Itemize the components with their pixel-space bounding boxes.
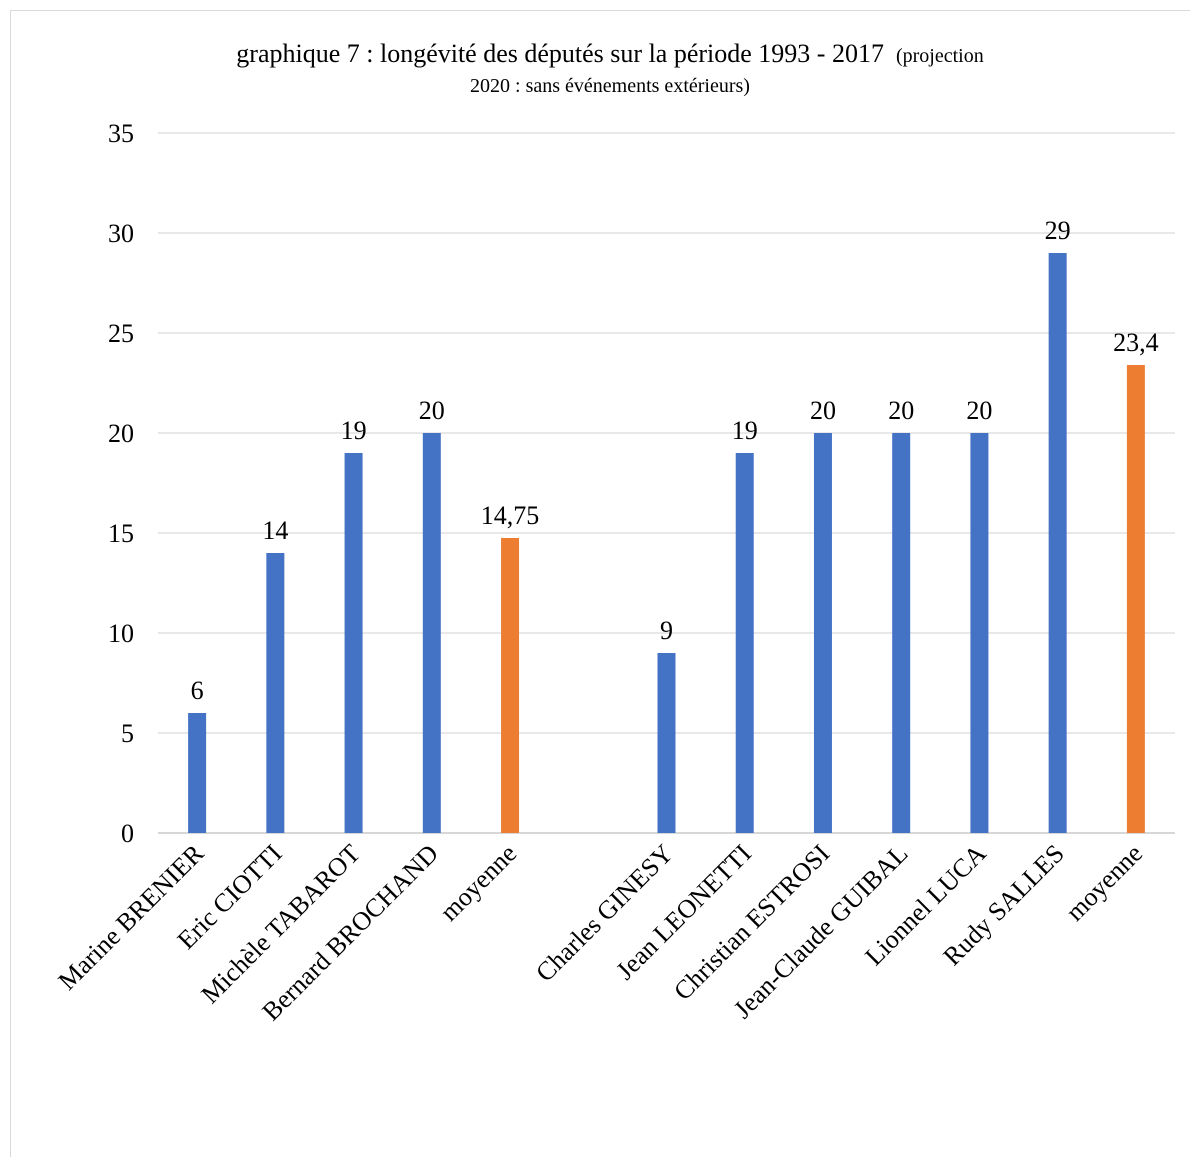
y-tick-label: 30 xyxy=(108,219,134,248)
y-tick-label: 5 xyxy=(121,719,134,748)
bar xyxy=(892,433,910,833)
bar xyxy=(266,553,284,833)
y-tick-label: 25 xyxy=(108,319,134,348)
data-label: 19 xyxy=(341,416,367,445)
chart-subtitle: 2020 : sans événements extérieurs) xyxy=(470,75,750,97)
x-tick-label: Marine BRENIER xyxy=(53,838,210,995)
data-labels: 6 14 19 20 14,75 9 19 20 20 20 29 23,4 xyxy=(191,216,1159,705)
data-label: 23,4 xyxy=(1113,328,1159,357)
bar xyxy=(970,433,988,833)
data-label: 14 xyxy=(262,516,288,545)
data-label: 14,75 xyxy=(481,501,540,530)
bar xyxy=(188,713,206,833)
x-tick-label: moyenne xyxy=(434,839,522,927)
data-label: 20 xyxy=(966,396,992,425)
data-label: 9 xyxy=(660,616,673,645)
bar xyxy=(1127,365,1145,833)
bar xyxy=(501,538,519,833)
bar xyxy=(814,433,832,833)
bar xyxy=(1049,253,1067,833)
chart-title: graphique 7 : longévité des députés sur … xyxy=(236,39,983,68)
x-tick-label: moyenne xyxy=(1060,839,1148,927)
bar xyxy=(736,453,754,833)
y-tick-label: 20 xyxy=(108,419,134,448)
chart-title-paren: (projection xyxy=(896,45,984,67)
y-axis-ticks: 0 5 10 15 20 25 30 35 xyxy=(108,119,134,848)
bar xyxy=(658,653,676,833)
bar xyxy=(423,433,441,833)
data-label: 6 xyxy=(191,676,204,705)
x-tick-label: Jean LEONETTI xyxy=(610,839,757,986)
data-label: 20 xyxy=(888,396,914,425)
y-tick-label: 35 xyxy=(108,119,134,148)
chart-title-main: graphique 7 : longévité des députés sur … xyxy=(236,39,884,68)
bars xyxy=(188,253,1145,833)
y-tick-label: 0 xyxy=(121,819,134,848)
data-label: 20 xyxy=(810,396,836,425)
y-tick-label: 15 xyxy=(108,519,134,548)
y-tick-label: 10 xyxy=(108,619,134,648)
data-label: 29 xyxy=(1045,216,1071,245)
data-label: 19 xyxy=(732,416,758,445)
bar xyxy=(345,453,363,833)
data-label: 20 xyxy=(419,396,445,425)
x-tick-label: Charles GINESY xyxy=(530,839,679,988)
